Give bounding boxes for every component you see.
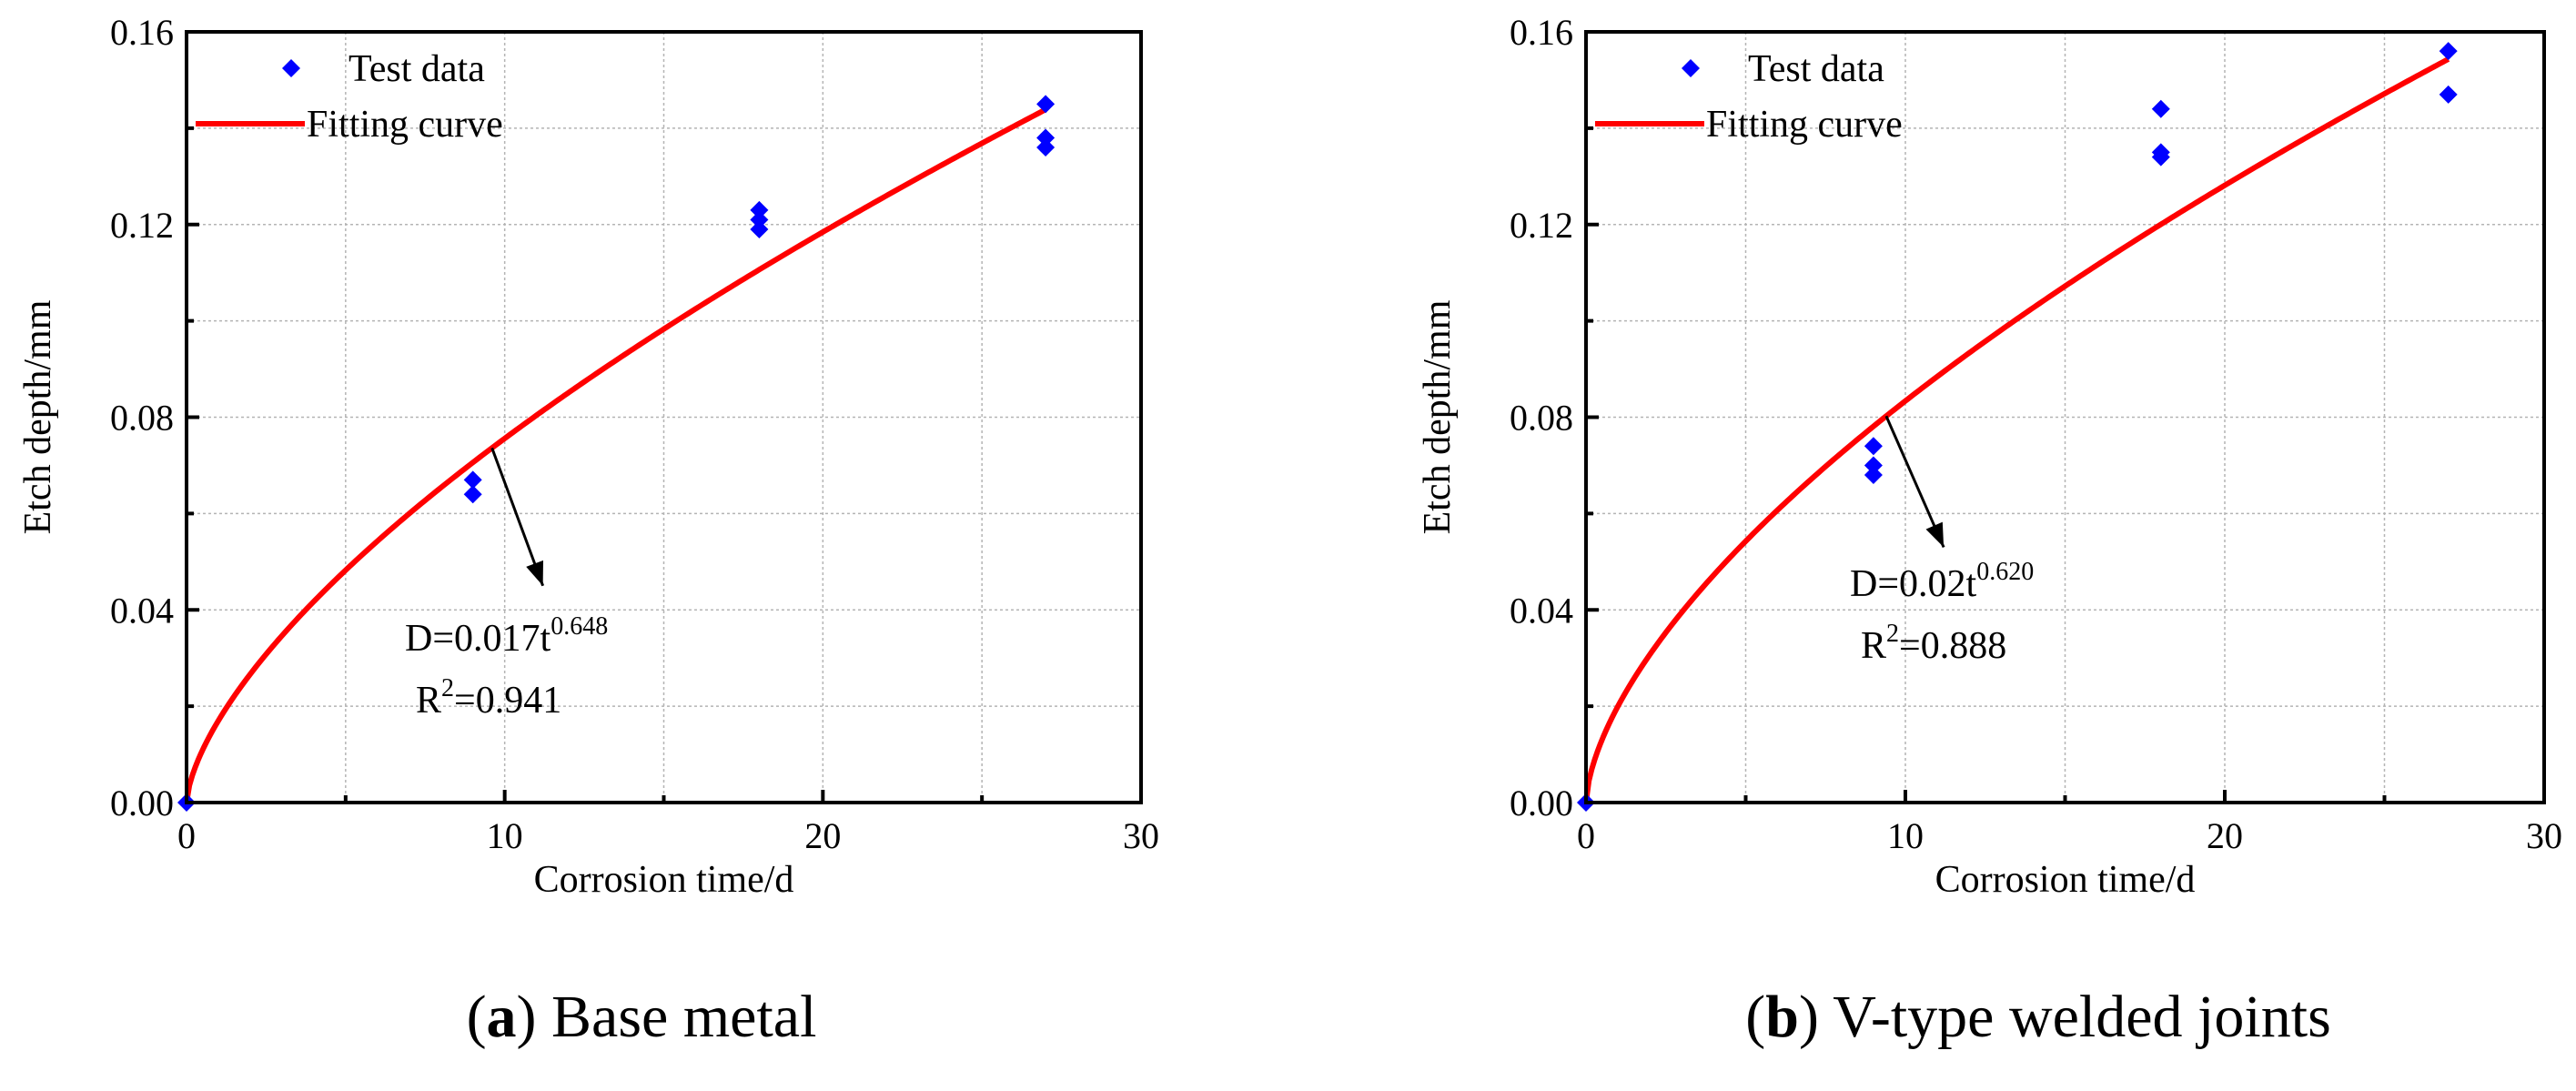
- data-point: [2151, 99, 2170, 118]
- x-tick-label: 20: [2207, 815, 2243, 856]
- legend-label-test-data: Test data: [349, 48, 485, 90]
- y-tick-label: 0.00: [1510, 783, 1573, 823]
- fit-equation: D=0.02t0.620: [1850, 558, 2034, 605]
- chart-panel-b: 0 10 20 30 0.00 0.04 0.08 0.12 0.16 Corrosion tim…: [1417, 12, 2562, 1050]
- y-tick-label: 0.12: [110, 205, 174, 246]
- data-point: [2151, 143, 2170, 162]
- fit-equation-base: D=0.017t: [405, 618, 551, 660]
- fit-equation-base: D=0.02t: [1850, 563, 1977, 605]
- legend-marker-test-data: [1682, 59, 1700, 77]
- fitting-curve: [1583, 56, 2450, 803]
- y-tick-label: 0.04: [1510, 590, 1573, 631]
- panel-caption: (b) V-type welded joints: [1745, 984, 2331, 1050]
- x-tick-label: 10: [1887, 815, 1924, 856]
- fit-equation-exponent: 0.648: [551, 612, 608, 641]
- x-tick-label: 0: [177, 815, 196, 856]
- data-point: [2439, 85, 2458, 104]
- data-point: [1864, 456, 1883, 475]
- caption-title: Base metal: [551, 984, 816, 1050]
- y-tick-label: 0.12: [1510, 205, 1573, 246]
- annotation-arrow-line: [490, 447, 545, 587]
- caption-title: V-type welded joints: [1833, 984, 2331, 1050]
- data-point: [1036, 95, 1056, 114]
- caption-open-paren: (: [1745, 984, 1765, 1050]
- r-squared: R2=0.888: [1861, 620, 2006, 667]
- data-point: [750, 200, 769, 219]
- annotation-arrow-head: [526, 560, 543, 586]
- y-tick-label: 0.08: [1510, 398, 1573, 439]
- r-squared-value: =0.941: [454, 680, 561, 722]
- y-tick-label: 0.04: [110, 590, 174, 631]
- data-point: [2439, 42, 2458, 61]
- annotation-arrow-line: [1884, 415, 1945, 549]
- caption-close-paren: ): [1799, 984, 1833, 1050]
- y-tick-label: 0.16: [1510, 12, 1573, 53]
- data-point: [463, 470, 482, 490]
- plot-frame: [185, 30, 1143, 804]
- x-tick-label: 20: [804, 815, 841, 856]
- data-point: [1864, 466, 1883, 485]
- x-tick-label: 0: [1577, 815, 1595, 856]
- data-point: [1036, 138, 1056, 157]
- annotation-arrow-head: [1925, 521, 1945, 548]
- data-point: [1036, 128, 1056, 147]
- r-squared-prefix: R: [1861, 625, 1886, 667]
- fit-equation-exponent: 0.620: [1976, 558, 2034, 586]
- caption-panel-label: b: [1765, 984, 1799, 1050]
- legend-label-fitting-curve: Fitting curve: [307, 104, 503, 146]
- y-tick-label: 0.00: [110, 783, 174, 823]
- plot-frame: [1584, 30, 2546, 804]
- chart-panel-a: 0 10 20 30 0.00 0.04 0.08 0.12 0.16 Corrosion tim…: [17, 12, 1159, 1050]
- x-tick-label: 30: [1123, 815, 1159, 856]
- legend-label-fitting-curve: Fitting curve: [1706, 104, 1903, 146]
- data-point: [1864, 437, 1883, 456]
- panel-caption: (a) Base metal: [467, 984, 817, 1050]
- legend-label-test-data: Test data: [1748, 48, 1884, 90]
- x-tick-label: 10: [487, 815, 523, 856]
- caption-open-paren: (: [467, 984, 487, 1050]
- data-point: [750, 210, 769, 229]
- r-squared-value: =0.888: [1899, 625, 2006, 667]
- caption-panel-label: a: [487, 984, 517, 1050]
- caption-close-paren: ): [517, 984, 551, 1050]
- data-point: [463, 485, 482, 504]
- x-tick-label: 30: [2526, 815, 2562, 856]
- r-squared-power: 2: [441, 674, 454, 702]
- fitting-curve: [184, 106, 1047, 803]
- r-squared: R2=0.941: [416, 674, 561, 722]
- data-point: [750, 220, 769, 239]
- y-tick-label: 0.08: [110, 398, 174, 439]
- x-axis-label: Corrosion time/d: [534, 859, 794, 901]
- x-axis-label: Corrosion time/d: [1935, 859, 2196, 901]
- fit-equation: D=0.017t0.648: [405, 612, 608, 660]
- r-squared-power: 2: [1886, 620, 1899, 648]
- legend-marker-test-data: [282, 59, 300, 77]
- r-squared-prefix: R: [416, 680, 441, 722]
- y-tick-label: 0.16: [110, 12, 174, 53]
- y-axis-label: Etch depth/mm: [17, 299, 59, 534]
- y-axis-label: Etch depth/mm: [1417, 299, 1459, 534]
